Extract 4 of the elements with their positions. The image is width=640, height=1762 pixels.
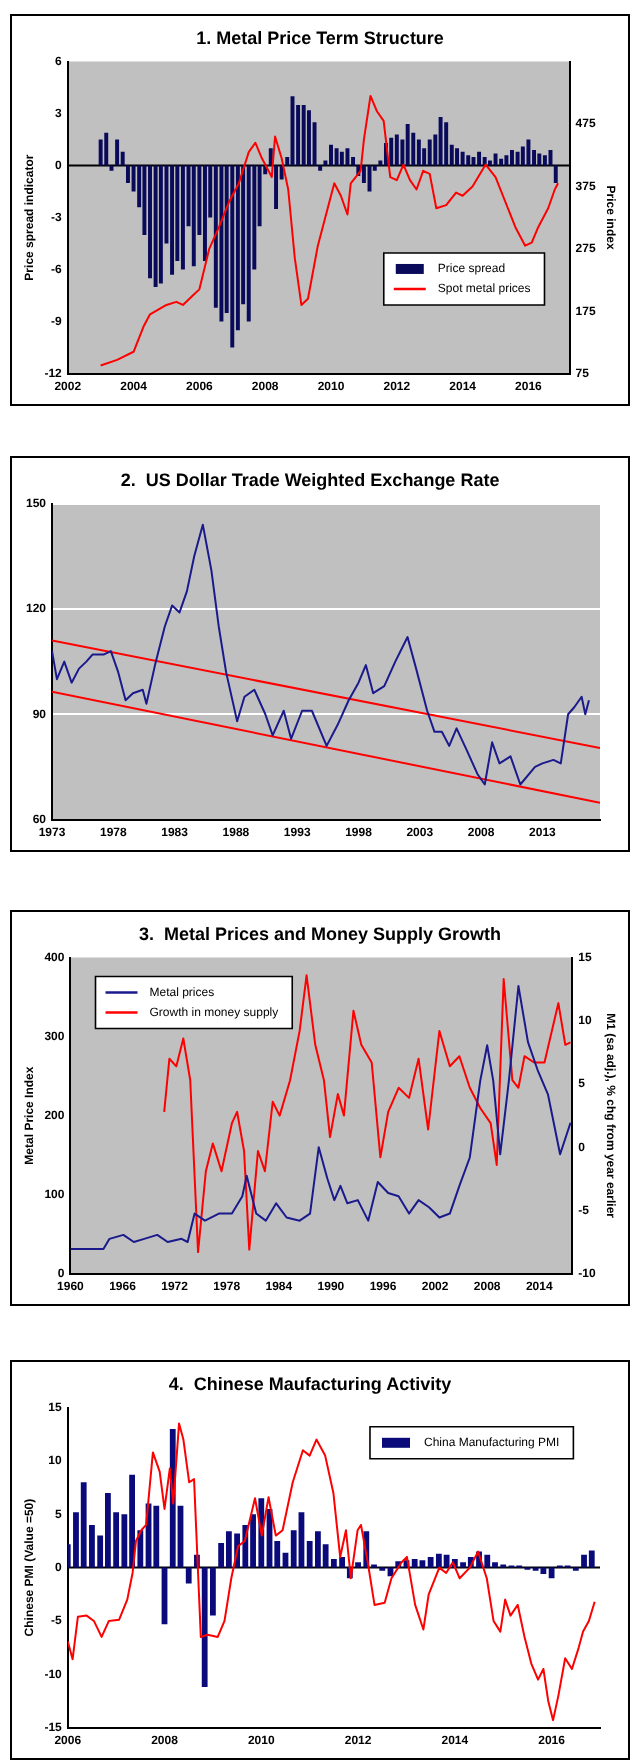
chart-title: 2. US Dollar Trade Weighted Exchange Rate — [120, 469, 500, 490]
chart-title: 4. Chinese Maufacturing Activity — [168, 1373, 452, 1394]
chart-title: 1. Metal Price Term Structure — [196, 27, 444, 48]
chart-title: 3. Metal Prices and Money Supply Growth — [138, 923, 502, 944]
